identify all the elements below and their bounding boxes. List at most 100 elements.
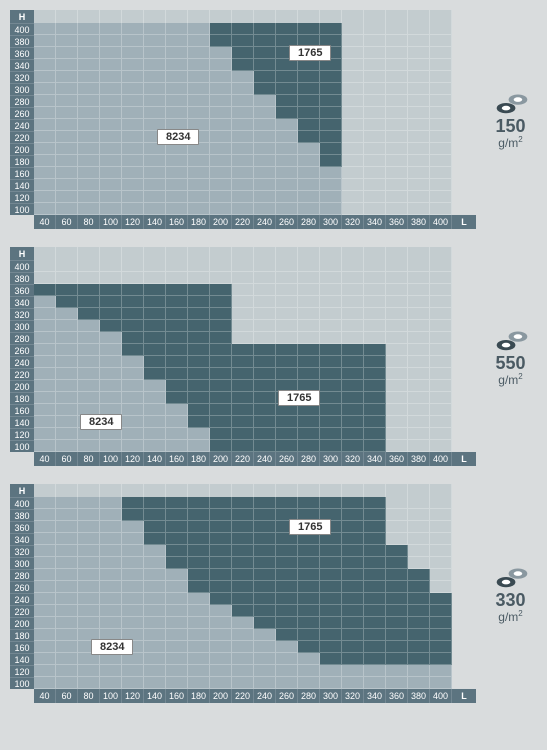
- grid-cell: [122, 23, 144, 35]
- grid-cell: [232, 95, 254, 107]
- grid-cell: [144, 284, 166, 296]
- x-tick: 60: [56, 689, 78, 703]
- x-axis: 4060801001201401601802002202402602803003…: [34, 689, 476, 703]
- x-tick: 220: [232, 215, 254, 229]
- grid-cell: [122, 308, 144, 320]
- grid-cell: [254, 380, 276, 392]
- grid-cell: [166, 95, 188, 107]
- grid-cell: [386, 272, 408, 284]
- y-tick: 260: [10, 344, 34, 356]
- grid-cell: [78, 533, 100, 545]
- grid-cell: [122, 35, 144, 47]
- y-tick: 140: [10, 653, 34, 665]
- grid-cell: [100, 380, 122, 392]
- grid-cell: [386, 665, 408, 677]
- grid-cell: [430, 119, 452, 131]
- x-tick: 380: [408, 689, 430, 703]
- grid-cell: [100, 143, 122, 155]
- grid-cell: [232, 581, 254, 593]
- grid-cell: [408, 47, 430, 59]
- grid-cell: [364, 428, 386, 440]
- grid-cell: [320, 392, 342, 404]
- grid-cell: [166, 509, 188, 521]
- grid-cell: [210, 593, 232, 605]
- x-tick: 320: [342, 215, 364, 229]
- grid-cell: [298, 107, 320, 119]
- grid-cell: [210, 167, 232, 179]
- x-tick: 160: [166, 452, 188, 466]
- grid-cell: [188, 95, 210, 107]
- grid-cell: [100, 557, 122, 569]
- grid-cell: [166, 167, 188, 179]
- grid-cell: [78, 368, 100, 380]
- grid-cell: [254, 59, 276, 71]
- grid-cell: [386, 569, 408, 581]
- grid-cell: [364, 593, 386, 605]
- grid-cell: [232, 284, 254, 296]
- grid-cell: [232, 332, 254, 344]
- grid-cell: [144, 179, 166, 191]
- grid-cell: [100, 95, 122, 107]
- grid-cell: [342, 356, 364, 368]
- grid-cell: [232, 71, 254, 83]
- grid-cell: [320, 617, 342, 629]
- grid-cell: [254, 440, 276, 452]
- grid-cell: [386, 593, 408, 605]
- grid-cell: [386, 71, 408, 83]
- grid-cell: [188, 497, 210, 509]
- grid-cell: [122, 332, 144, 344]
- side-value: 330: [495, 591, 525, 609]
- y-axis-header: H: [10, 484, 34, 497]
- grid-cell: [342, 344, 364, 356]
- grid-cell: [320, 260, 342, 272]
- grid-cell: [166, 677, 188, 689]
- y-tick: 360: [10, 284, 34, 296]
- grid-cell: [342, 416, 364, 428]
- grid-cell: [276, 665, 298, 677]
- grid-cell: [144, 677, 166, 689]
- grid-cell: [276, 653, 298, 665]
- grid-cell: [100, 167, 122, 179]
- grid-cell: [276, 203, 298, 215]
- grid-cell: [408, 107, 430, 119]
- grid-cell: [342, 167, 364, 179]
- grid-cell: [144, 35, 166, 47]
- grid-cell: [210, 557, 232, 569]
- grid-cell: [430, 296, 452, 308]
- grid-cell: [100, 119, 122, 131]
- grid-cell: [166, 332, 188, 344]
- grid-cell: [342, 392, 364, 404]
- grid-cell: [56, 380, 78, 392]
- grid-cell: [386, 107, 408, 119]
- grid-cell: [430, 416, 452, 428]
- grid-cell: [144, 497, 166, 509]
- grid-cell: [34, 131, 56, 143]
- grid-cell: [320, 428, 342, 440]
- x-tick: 340: [364, 452, 386, 466]
- grid-cell: [232, 665, 254, 677]
- grid-cell: [276, 143, 298, 155]
- grid-cell: [210, 665, 232, 677]
- grid-cell: [210, 605, 232, 617]
- grid-cell: [298, 320, 320, 332]
- grid-cell: [408, 533, 430, 545]
- grid-cell: [232, 83, 254, 95]
- grid-cell: [144, 545, 166, 557]
- grid-cell: [78, 155, 100, 167]
- grid-cell: [122, 59, 144, 71]
- grid-cell: [78, 344, 100, 356]
- grid-cell: [232, 545, 254, 557]
- grid-cell: [122, 167, 144, 179]
- grid-cell: [298, 83, 320, 95]
- x-tick: 220: [232, 452, 254, 466]
- grid-cell: [254, 617, 276, 629]
- grid-cell: [386, 428, 408, 440]
- grid-cell: [166, 47, 188, 59]
- grid-cell: [78, 308, 100, 320]
- x-tick: 260: [276, 452, 298, 466]
- grid-cell: [122, 344, 144, 356]
- grid-cell: [78, 179, 100, 191]
- y-tick: 240: [10, 593, 34, 605]
- grid-cell: [144, 107, 166, 119]
- side-info: 550g/m2: [476, 247, 537, 466]
